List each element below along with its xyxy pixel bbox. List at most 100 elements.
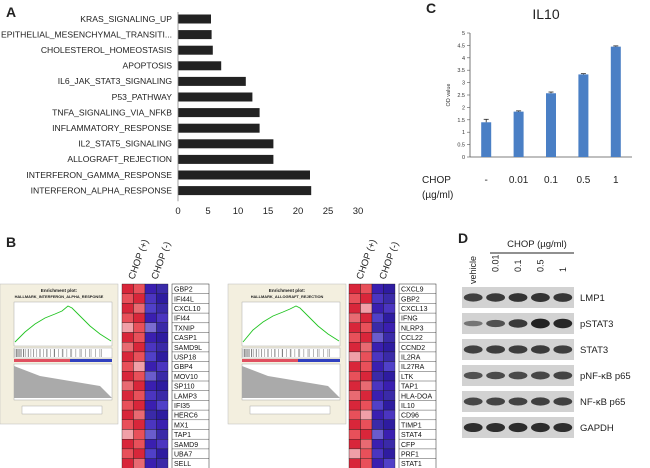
heatmap-cell [383,448,396,459]
gene-label: HERC6 [174,413,198,420]
heatmap-cell [156,312,169,323]
heatmap-cell [383,351,396,362]
heatmap-cell [383,380,396,391]
protein-label: GAPDH [580,423,614,434]
heatmap-cell [144,458,157,468]
protein-band [463,293,483,302]
heatmap-cell [121,332,134,343]
bar [578,74,589,157]
western-blot-panel: CHOP (µg/ml) vehicle 0.01 0.1 0.5 1 LMP1 pSTAT3… [462,239,631,438]
heatmap-cell [144,390,157,401]
heatmap-cell [360,312,373,323]
heatmap-cell [121,283,134,294]
heatmap-cell [156,380,169,391]
x-tick-label: 25 [323,206,334,217]
heatmap-cell [360,400,373,411]
protein-band [508,371,528,380]
protein-band [508,319,528,328]
heatmap-cell [348,439,361,450]
protein-band [553,318,573,329]
heatmap-cell [121,351,134,362]
heatmap-cell [156,303,169,314]
gene-label: UBA7 [174,452,192,459]
x-tick-label: 0.5 [576,175,590,186]
x-tick-label: 30 [353,206,364,217]
gene-label: TAP1 [401,384,418,391]
chart-title: IL10 [532,6,559,22]
category-label: APOPTOSIS [122,61,172,71]
heatmap-cell [144,361,157,372]
gene-list-box [398,283,437,468]
gene-label: USP18 [174,355,196,362]
heatmap-cell [360,380,373,391]
lane-label: 1 [558,267,568,272]
protein-band [530,318,550,329]
heatmap-cell [133,283,146,294]
pathway-enrichment-chart: KRAS_SIGNALING_UP EPITHELIAL_MESENCHYMAL_… [1,12,364,217]
gene-label: CXCL10 [174,306,201,313]
protein-band [530,422,550,433]
protein-label: NF-κB p65 [580,397,625,408]
gene-label: LTK [401,374,414,381]
heatmap-cell [383,429,396,440]
protein-band [463,397,483,406]
heatmap-cell [371,283,384,294]
protein-band [508,422,528,433]
gene-label: SP110 [174,384,195,391]
heatmap-cell [371,342,384,353]
bar [513,111,524,157]
category-label: IL6_JAK_STAT3_SIGNALING [58,76,173,86]
gene-label: IL27RA [401,364,425,371]
heatmap-cell [371,293,384,304]
heatmap-cell [133,312,146,323]
protein-band [530,371,550,380]
heatmap-cell [383,371,396,382]
heatmap-cell [133,409,146,420]
heatmap-cell [348,322,361,333]
heatmap-cell [133,458,146,468]
heatmap-cell [383,361,396,372]
heatmap-cell [156,351,169,362]
category-label: EPITHELIAL_MESENCHYMAL_TRANSITI... [1,29,172,39]
heatmap-cell [156,361,169,372]
heatmap-cell [360,342,373,353]
heatmap-cell [360,448,373,459]
bar [178,186,312,196]
heatmap-cell [383,312,396,323]
gene-label: TIMP1 [401,422,422,429]
y-tick-label: 1 [462,130,465,136]
bar [178,76,246,86]
protein-band [553,371,573,380]
protein-label: LMP1 [580,293,605,304]
gene-label: MOV10 [174,374,198,381]
heatmap-cell [133,439,146,450]
protein-band [486,371,506,380]
category-label: TNFA_SIGNALING_VIA_NFKB [52,107,172,117]
heatmap-cell [121,312,134,323]
lane-label: 0.5 [535,259,545,272]
protein-band [553,422,573,433]
heatmap-cell [371,361,384,372]
rank-metric-fill [14,366,112,398]
heatmap-cell [348,429,361,440]
heatmap-cell [156,283,169,294]
heatmap-cell [144,439,157,450]
heatmap-cell [371,312,384,323]
enrichment-plot: Enrichment plot:HALLMARK_ALLOGRAFT_REJEC… [227,283,347,425]
heatmap-column-header: CHOP (-) [149,240,173,281]
heatmap-cell [383,322,396,333]
gene-label: SAMD9L [174,345,202,352]
category-label: ALLOGRAFT_REJECTION [67,154,172,164]
heatmap-cell [383,283,396,294]
protein-band [463,345,483,354]
rank-gradient [242,359,340,362]
enrichment-plot-subtitle: HALLMARK_INTERFERON_ALPHA_RESPONSE [15,294,104,299]
heatmap-cell [348,361,361,372]
y-axis-label: OD value [446,84,452,107]
heatmap-cell [348,409,361,420]
heatmap-column-header: CHOP (-) [377,240,401,281]
category-label: KRAS_SIGNALING_UP [80,14,172,24]
heatmap-cell [121,342,134,353]
bar [610,46,621,157]
heatmap-cell [383,439,396,450]
